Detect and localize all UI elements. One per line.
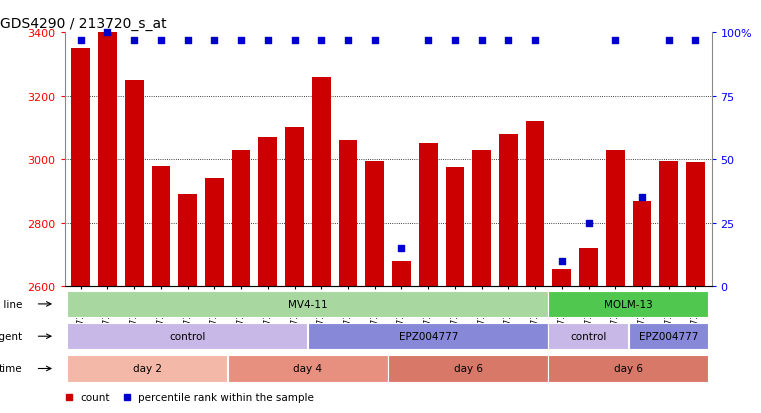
- Text: GDS4290 / 213720_s_at: GDS4290 / 213720_s_at: [0, 17, 167, 31]
- Point: [689, 37, 702, 44]
- Bar: [68, 323, 307, 349]
- Bar: [473, 150, 491, 413]
- Bar: [72, 49, 90, 413]
- Bar: [388, 356, 548, 382]
- Point: [368, 37, 380, 44]
- Point: [556, 258, 568, 265]
- Bar: [629, 323, 708, 349]
- Text: EPZ004777: EPZ004777: [399, 331, 458, 342]
- Point: [209, 37, 221, 44]
- Point: [342, 37, 354, 44]
- Point: [396, 245, 408, 252]
- Text: day 2: day 2: [133, 363, 162, 374]
- Point: [636, 195, 648, 201]
- Bar: [68, 291, 548, 317]
- Bar: [549, 323, 628, 349]
- Point: [128, 37, 140, 44]
- Bar: [552, 269, 572, 413]
- Bar: [365, 161, 384, 413]
- Text: day 6: day 6: [454, 363, 482, 374]
- Bar: [392, 261, 411, 413]
- Bar: [579, 249, 598, 413]
- Bar: [339, 141, 358, 413]
- Bar: [549, 356, 708, 382]
- Bar: [606, 150, 625, 413]
- Point: [101, 30, 113, 36]
- Text: time: time: [0, 363, 23, 374]
- Bar: [68, 356, 228, 382]
- Bar: [549, 291, 708, 317]
- Bar: [98, 33, 116, 413]
- Text: MOLM-13: MOLM-13: [604, 299, 653, 309]
- Point: [529, 37, 541, 44]
- Bar: [446, 168, 464, 413]
- Text: count: count: [80, 392, 110, 403]
- Point: [582, 220, 594, 226]
- Text: control: control: [571, 331, 607, 342]
- Point: [502, 37, 514, 44]
- Point: [476, 37, 488, 44]
- Text: control: control: [170, 331, 205, 342]
- Bar: [125, 81, 144, 413]
- Bar: [228, 356, 387, 382]
- Point: [422, 37, 435, 44]
- Point: [663, 37, 675, 44]
- Bar: [419, 144, 438, 413]
- Bar: [312, 77, 330, 413]
- Bar: [632, 201, 651, 413]
- Point: [154, 37, 167, 44]
- Point: [288, 37, 301, 44]
- Point: [235, 37, 247, 44]
- Bar: [526, 122, 544, 413]
- Bar: [686, 163, 705, 413]
- Text: day 4: day 4: [294, 363, 323, 374]
- Text: MV4-11: MV4-11: [288, 299, 328, 309]
- Text: EPZ004777: EPZ004777: [639, 331, 699, 342]
- Bar: [499, 135, 517, 413]
- Point: [75, 37, 87, 44]
- Point: [610, 37, 622, 44]
- Text: cell line: cell line: [0, 299, 23, 309]
- Bar: [205, 179, 224, 413]
- Bar: [178, 195, 197, 413]
- Point: [182, 37, 194, 44]
- Point: [262, 37, 274, 44]
- Text: day 6: day 6: [614, 363, 643, 374]
- Bar: [232, 150, 250, 413]
- Bar: [660, 161, 678, 413]
- Bar: [285, 128, 304, 413]
- Text: percentile rank within the sample: percentile rank within the sample: [139, 392, 314, 403]
- Bar: [259, 138, 277, 413]
- Point: [449, 37, 461, 44]
- Point: [315, 37, 327, 44]
- Text: agent: agent: [0, 331, 23, 342]
- Bar: [151, 166, 170, 413]
- Bar: [308, 323, 548, 349]
